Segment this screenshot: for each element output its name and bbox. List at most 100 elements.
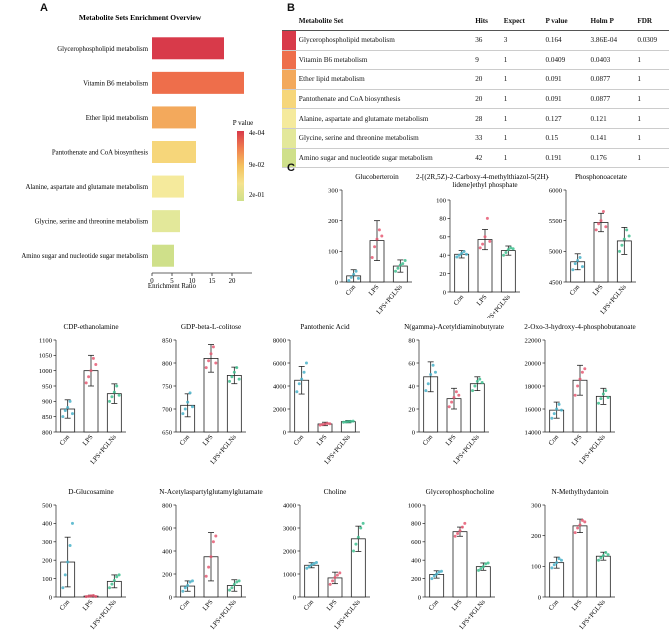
data-point	[117, 573, 121, 577]
y-tick-label: 0	[538, 594, 542, 601]
data-point	[597, 401, 601, 405]
x-tick-label: LPS	[368, 284, 381, 298]
legend-tick-label: 9e-02	[249, 162, 265, 169]
data-point	[580, 265, 584, 269]
y-tick-label: 200	[42, 558, 53, 565]
data-point	[214, 361, 218, 365]
y-tick-label: 0	[412, 429, 416, 436]
data-point	[117, 393, 121, 397]
cell-p: 0.091	[542, 89, 588, 110]
data-point	[599, 219, 603, 223]
data-point	[312, 562, 316, 566]
x-tick-label: LPS	[571, 599, 584, 613]
y-tick-label: 600	[411, 539, 422, 546]
data-point	[89, 369, 93, 373]
row-color-swatch	[282, 89, 296, 110]
row-color-swatch	[282, 50, 296, 71]
cell-set: Ether lipid metabolism	[295, 69, 473, 90]
data-point	[450, 400, 454, 404]
data-point	[300, 377, 304, 381]
data-point	[351, 419, 355, 423]
row-color-swatch	[282, 69, 296, 90]
data-point	[310, 563, 314, 567]
data-point	[454, 390, 458, 394]
data-point	[576, 384, 580, 388]
group-bar	[454, 253, 470, 293]
data-point	[479, 566, 483, 570]
enrichment-overview-chart: Metabolite Sets Enrichment Overview Glyce…	[21, 13, 265, 290]
row-color-swatch	[282, 108, 296, 129]
data-point	[627, 234, 631, 238]
data-point	[483, 235, 487, 239]
data-point	[506, 248, 510, 252]
data-point	[552, 563, 556, 567]
data-point	[573, 393, 577, 397]
y-tick-label: 850	[42, 414, 53, 421]
cell-fdr: 0.0309	[634, 30, 669, 51]
data-point	[214, 534, 218, 538]
enrichment-bar	[152, 37, 224, 60]
data-point	[321, 423, 325, 427]
y-tick-label: 1000	[39, 368, 53, 375]
x-tick-label: 5	[170, 278, 174, 285]
header-metabolite-set: Metabolite Set	[295, 11, 473, 31]
y-tick-label: 200	[328, 218, 339, 225]
data-point	[377, 228, 381, 232]
table-row: Pantothenate and CoA biosynthesis 20 1 0.09…	[282, 89, 669, 110]
data-point	[594, 228, 598, 232]
cell-expect: 1	[500, 108, 543, 129]
header-holm-p: Holm P	[587, 11, 635, 31]
metabolite-chart: 2-Oxo-3-hydroxy-4-phosphobutanoate 14000 1…	[524, 323, 635, 466]
cell-holm: 0.121	[587, 108, 635, 129]
y-tick-label: 40	[408, 383, 415, 390]
data-point	[115, 384, 119, 388]
data-point	[68, 543, 72, 547]
data-point	[328, 582, 332, 586]
data-point	[429, 373, 433, 376]
cell-fdr: 1	[634, 69, 669, 90]
category-label: Alanine, aspartate and glutamate metabol…	[26, 184, 149, 191]
data-point	[485, 216, 489, 220]
data-point	[604, 389, 608, 393]
x-tick-label: LPS	[592, 284, 605, 298]
y-tick-label: 800	[162, 502, 173, 509]
header-p-value: P value	[542, 11, 588, 31]
data-point	[460, 251, 464, 255]
cell-holm: 0.0877	[587, 69, 635, 90]
data-point	[323, 422, 327, 426]
data-point	[235, 580, 239, 584]
data-point	[435, 572, 439, 576]
metabolite-chart: 2-[(2R,5Z)-2-Carboxy-4-methylthiazol-5(2…	[416, 173, 549, 318]
data-point	[433, 370, 437, 374]
data-point	[475, 379, 479, 383]
y-tick-label: 800	[42, 429, 53, 436]
y-tick-label: 14000	[525, 429, 542, 436]
data-point	[464, 252, 468, 256]
row-color-swatch	[282, 148, 296, 169]
cell-hits: 20	[472, 69, 501, 90]
data-point	[356, 535, 360, 539]
data-point	[557, 402, 561, 406]
data-point	[338, 571, 342, 575]
data-point	[458, 529, 462, 533]
data-point	[486, 561, 490, 565]
cell-p: 0.191	[542, 148, 588, 169]
data-point	[622, 237, 626, 241]
data-point	[352, 272, 356, 276]
y-tick-label: 200	[531, 533, 542, 540]
y-tick-label: 600	[162, 525, 173, 532]
data-point	[573, 531, 577, 535]
data-point	[305, 566, 309, 570]
data-point	[94, 594, 98, 598]
data-point	[66, 405, 70, 409]
y-tick-label: 8000	[273, 337, 287, 344]
y-tick-label: 850	[162, 337, 173, 344]
data-point	[502, 253, 506, 257]
data-point	[452, 396, 456, 399]
data-point	[509, 246, 513, 250]
data-point	[359, 526, 363, 530]
data-point	[61, 415, 65, 419]
data-point	[457, 393, 461, 397]
